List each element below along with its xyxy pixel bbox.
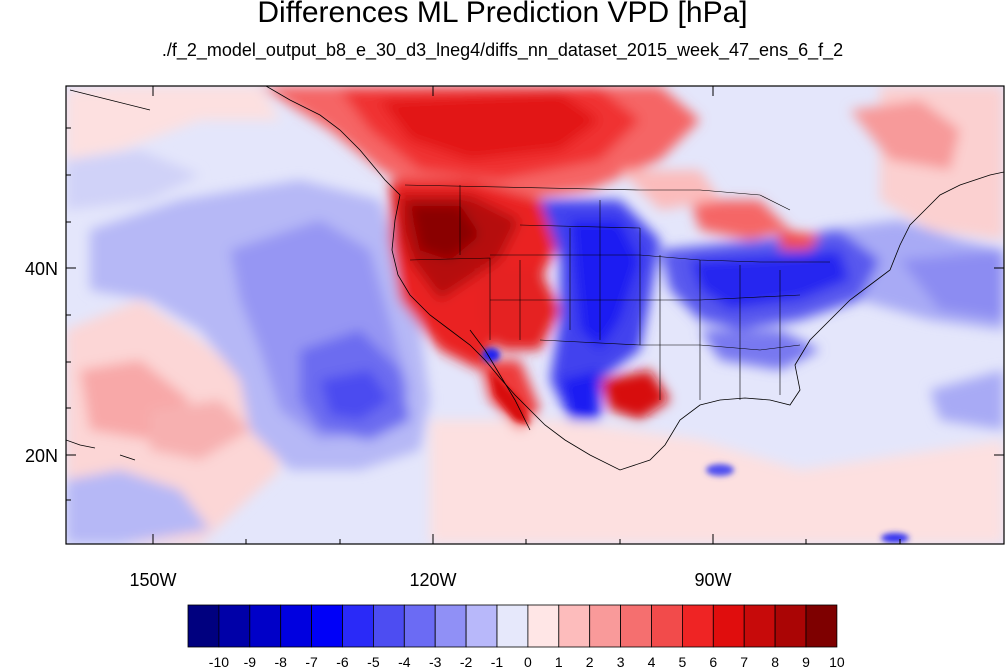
colorbar-swatch	[774, 604, 807, 648]
colorbar-swatch	[280, 604, 313, 648]
colorbar-swatch	[558, 604, 591, 648]
colorbar-label: 9	[802, 654, 810, 670]
colorbar-swatch	[403, 604, 436, 648]
colorbar-swatch	[218, 604, 251, 648]
colorbar-swatch	[311, 604, 343, 648]
colorbar-label: -8	[274, 654, 287, 670]
colorbar-label: -5	[367, 654, 380, 670]
colorbar-swatch	[249, 604, 282, 648]
colorbar-label: 0	[524, 654, 532, 670]
colorbar-swatch	[187, 604, 220, 648]
colorbar-swatch	[465, 604, 498, 648]
state-boundaries	[404, 184, 830, 400]
lat-label-40n: 40N	[25, 259, 58, 279]
colorbar-label: -9	[244, 654, 257, 670]
colorbar-label: 4	[648, 654, 656, 670]
colorbar-label: 2	[586, 654, 594, 670]
colorbar-label: -2	[460, 654, 473, 670]
colorbar-swatch	[682, 604, 714, 648]
colorbar: -10 -9 -8 -7 -6 -5 -4 -3 -2 -1 0 1 2 3 4 5 6 7 8 9 10	[187, 604, 845, 670]
axis-ticks	[66, 86, 1004, 544]
map-subtitle: ./f_2_model_output_b8_e_30_d3_lneg4/diff…	[161, 40, 844, 60]
colorbar-swatch	[496, 604, 529, 648]
colorbar-swatch	[372, 604, 405, 648]
coastlines	[66, 86, 1004, 471]
map-panel	[66, 86, 1004, 544]
colorbar-label: 6	[709, 654, 717, 670]
colorbar-swatch	[342, 604, 374, 648]
colorbar-label: -3	[429, 654, 442, 670]
colorbar-swatch	[620, 604, 652, 648]
coastal-features	[482, 348, 909, 543]
colorbar-swatch	[743, 604, 776, 648]
colorbar-swatch	[589, 604, 622, 648]
colorbar-label: 8	[771, 654, 779, 670]
colorbar-label: 5	[679, 654, 687, 670]
lat-label-20n: 20N	[25, 446, 58, 466]
colorbar-swatch	[805, 604, 838, 648]
colorbar-swatch	[651, 604, 683, 648]
lon-label-90w: 90W	[694, 570, 731, 590]
colorbar-label: -1	[491, 654, 504, 670]
colorbar-label: -6	[336, 654, 349, 670]
colorbar-swatch	[434, 604, 467, 648]
colorbar-swatch	[527, 604, 560, 648]
colorbar-swatch	[712, 604, 745, 648]
lon-label-120w: 120W	[409, 570, 456, 590]
colorbar-label: 3	[617, 654, 625, 670]
colorbar-label: 7	[740, 654, 748, 670]
colorbar-label: -4	[398, 654, 411, 670]
colorbar-label: 10	[829, 654, 845, 670]
colorbar-label: 1	[555, 654, 563, 670]
colorbar-label: -10	[209, 654, 229, 670]
colorbar-label: -7	[305, 654, 318, 670]
lon-label-150w: 150W	[129, 570, 176, 590]
map-title: Differences ML Prediction VPD [hPa]	[257, 0, 748, 29]
